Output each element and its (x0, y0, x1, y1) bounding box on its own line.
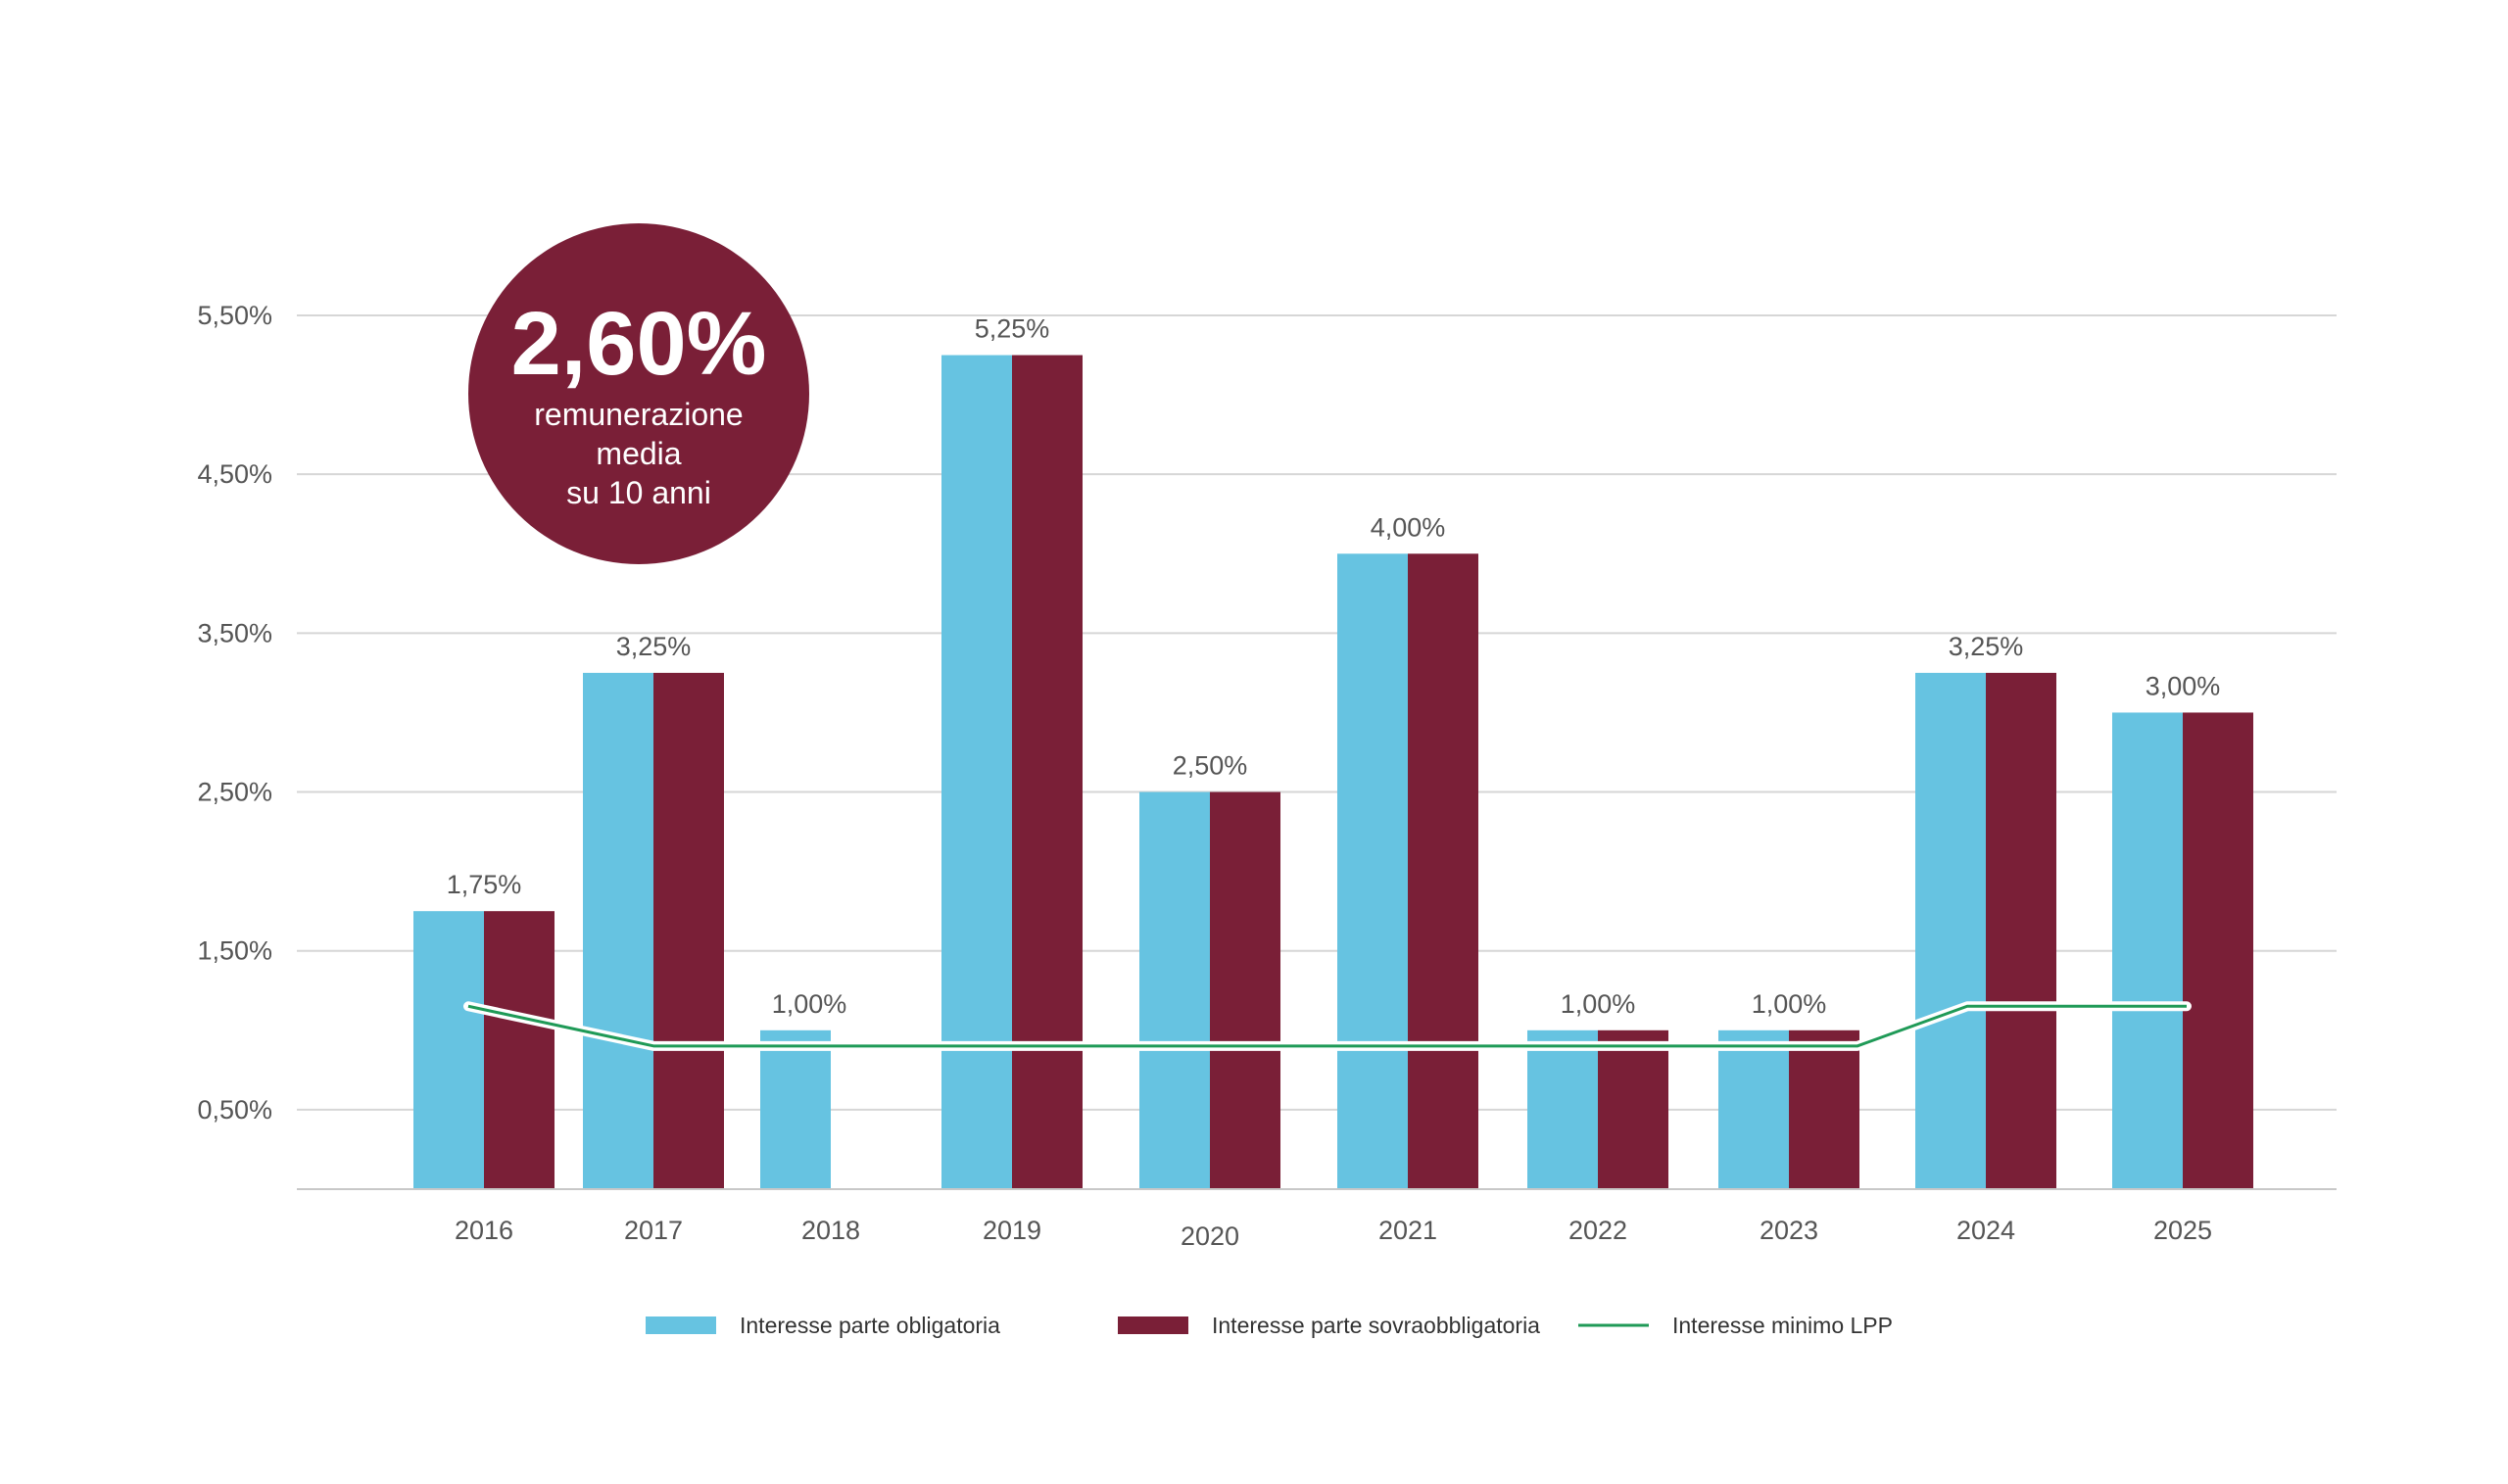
bar-obligatoria (941, 355, 1012, 1190)
bar-sovraobbligatoria (1598, 1029, 1668, 1189)
bar-sovraobbligatoria (1408, 553, 1478, 1189)
y-tick-label: 4,50% (197, 459, 272, 489)
badge-line-3: su 10 anni (566, 475, 711, 510)
bar-sovraobbligatoria (2183, 712, 2253, 1189)
bar-sovraobbligatoria (484, 911, 555, 1189)
data-label: 1,00% (772, 989, 847, 1019)
x-tick-label: 2016 (455, 1216, 513, 1245)
legend-swatch-sovraobbligatoria (1118, 1316, 1188, 1334)
average-badge: 2,60% remunerazione media su 10 anni (468, 223, 809, 564)
x-axis-ticks: 2016 2017 2018 2019 2020 2021 2022 2023 2024 2025 (455, 1216, 2212, 1251)
x-tick-label: 2024 (1956, 1216, 2015, 1245)
bar-obligatoria (1915, 672, 1986, 1189)
bar-obligatoria (583, 672, 653, 1189)
x-tick-label: 2021 (1378, 1216, 1437, 1245)
x-tick-label: 2025 (2153, 1216, 2212, 1245)
bar-sovraobbligatoria (1012, 355, 1083, 1190)
x-tick-label: 2023 (1760, 1216, 1818, 1245)
legend-label-sovraobbligatoria: Interesse parte sovraobbligatoria (1212, 1313, 1540, 1338)
y-tick-label: 0,50% (197, 1095, 272, 1125)
data-label: 1,00% (1752, 989, 1827, 1019)
legend: Interesse parte obligatoria Interesse pa… (646, 1313, 1893, 1338)
bar-sovraobbligatoria (1210, 791, 1280, 1189)
y-tick-label: 2,50% (197, 778, 272, 807)
data-label: 5,25% (975, 314, 1050, 344)
badge-circle (468, 223, 809, 564)
badge-line-1: remunerazione (534, 397, 743, 432)
bar-obligatoria (1718, 1029, 1789, 1189)
data-label: 3,25% (1949, 632, 2024, 661)
y-axis-ticks: 0,50% 1,50% 2,50% 3,50% 4,50% 5,50% (197, 301, 272, 1125)
badge-value: 2,60% (511, 294, 767, 394)
x-tick-label: 2020 (1181, 1221, 1239, 1251)
bar-obligatoria (1337, 553, 1408, 1189)
bar-sovraobbligatoria (653, 672, 724, 1189)
legend-swatch-obligatoria (646, 1316, 716, 1334)
data-label: 1,75% (447, 870, 522, 899)
y-tick-label: 3,50% (197, 618, 272, 647)
x-tick-label: 2019 (983, 1216, 1041, 1245)
bar-sovraobbligatoria (1789, 1029, 1859, 1189)
bar-sovraobbligatoria (1986, 672, 2056, 1189)
data-label: 3,25% (616, 632, 692, 661)
line-interesse-minimo (467, 1004, 2187, 1048)
minimum-rate-line (463, 1001, 2192, 1051)
y-tick-label: 5,50% (197, 301, 272, 330)
bar-obligatoria (1139, 791, 1210, 1189)
x-tick-label: 2017 (624, 1216, 683, 1245)
data-label: 4,00% (1371, 512, 1446, 542)
data-label: 2,50% (1173, 751, 1248, 781)
data-labels: 1,75% 3,25% 1,00% 5,25% 2,50% 4,00% 1,00% 1,00%… (447, 314, 2221, 1019)
x-tick-label: 2018 (801, 1216, 860, 1245)
y-tick-label: 1,50% (197, 936, 272, 966)
legend-label-minimo-lpp: Interesse minimo LPP (1672, 1313, 1893, 1338)
legend-label-obligatoria: Interesse parte obligatoria (740, 1313, 1000, 1338)
x-tick-label: 2022 (1568, 1216, 1627, 1245)
bar-obligatoria (2112, 712, 2183, 1189)
badge-line-2: media (596, 436, 681, 471)
bar-obligatoria (413, 911, 484, 1189)
bar-obligatoria (1527, 1029, 1598, 1189)
data-label: 3,00% (2146, 671, 2221, 700)
bar-obligatoria (760, 1029, 831, 1189)
data-label: 1,00% (1561, 989, 1636, 1019)
